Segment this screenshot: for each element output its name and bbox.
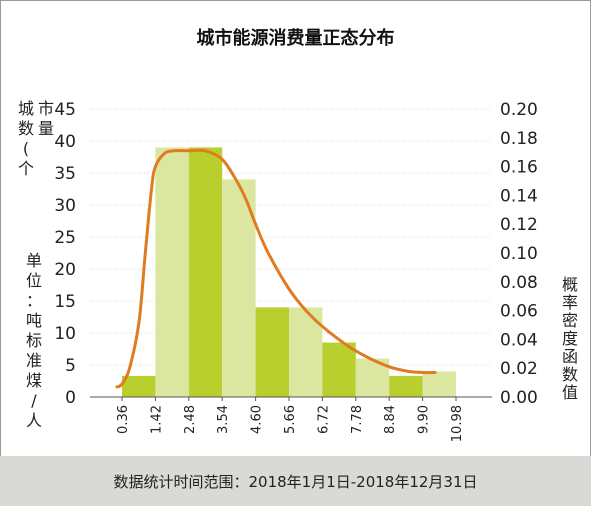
y-left-tick-label: 5 — [65, 356, 76, 376]
histogram-bar — [389, 375, 423, 397]
y-right-tick-label: 0.12 — [500, 215, 538, 235]
x-tick-label: 9.90 — [417, 405, 432, 434]
y-right-tick-label: 0.06 — [500, 302, 538, 322]
y-left-tick-label: 15 — [54, 292, 76, 312]
y-right-tick-label: 0.16 — [500, 158, 538, 178]
histogram-bar — [155, 147, 189, 397]
unit-label: 单位：吨标准煤/人 — [26, 251, 42, 430]
y-left-tick-label: 45 — [54, 100, 76, 120]
footer-bar: 数据统计时间范围：2018年1月1日-2018年12月31日 — [0, 456, 591, 506]
histogram-bar — [422, 371, 456, 397]
y-left-tick-label: 40 — [54, 132, 76, 152]
x-tick-label: 1.42 — [149, 405, 164, 434]
y-right-tick-label: 0.20 — [500, 100, 538, 120]
y-left-tick-label: 25 — [54, 228, 76, 248]
histogram-bar — [222, 179, 256, 397]
y-right-tick-label: 0.14 — [500, 186, 538, 206]
x-tick-label: 4.60 — [250, 405, 265, 434]
x-tick-label: 6.72 — [316, 405, 331, 434]
y-left-axis-label: 城市数 量(个 — [18, 99, 54, 178]
x-tick-label: 10.98 — [450, 405, 465, 442]
y-right-tick-label: 0.00 — [500, 388, 538, 408]
histogram-bar — [322, 342, 356, 397]
y-right-tick-label: 0.10 — [500, 244, 538, 264]
y-left-tick-label: 20 — [54, 260, 76, 280]
y-left-tick-label: 35 — [54, 164, 76, 184]
y-left-tick-label: 0 — [65, 388, 76, 408]
y-left-tick-label: 30 — [54, 196, 76, 216]
x-tick-label: 3.54 — [216, 405, 231, 434]
histogram-bar — [255, 307, 289, 397]
y-right-tick-label: 0.08 — [500, 273, 538, 293]
y-right-tick-label: 0.02 — [500, 359, 538, 379]
y-right-axis-label: 概率密度函数值 — [562, 275, 578, 402]
histogram-bar — [188, 147, 223, 397]
x-tick-label: 5.66 — [283, 405, 298, 434]
y-left-tick-label: 10 — [54, 324, 76, 344]
x-tick-label: 2.48 — [183, 405, 198, 434]
density-curve-line — [115, 148, 437, 389]
chart-title: 城市能源消费量正态分布 — [196, 28, 395, 49]
y-right-tick-label: 0.18 — [500, 129, 538, 149]
y-right-tick-label: 0.04 — [500, 330, 538, 350]
x-tick-label: 0.36 — [116, 405, 131, 434]
histogram-bar — [122, 375, 156, 397]
footer-text: 数据统计时间范围：2018年1月1日-2018年12月31日 — [113, 473, 478, 491]
x-tick-label: 8.84 — [383, 405, 398, 434]
x-tick-label: 7.78 — [350, 405, 365, 434]
